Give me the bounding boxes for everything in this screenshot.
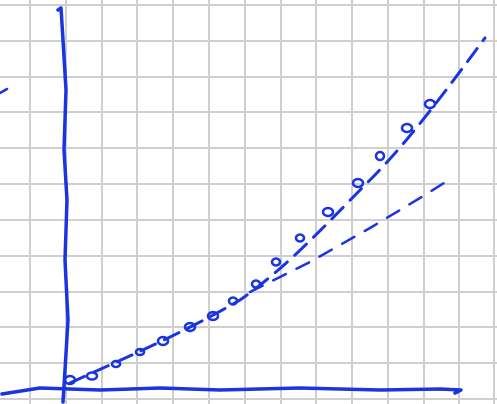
paper [0,0,497,404]
page [0,0,497,404]
sketch [0,0,497,404]
